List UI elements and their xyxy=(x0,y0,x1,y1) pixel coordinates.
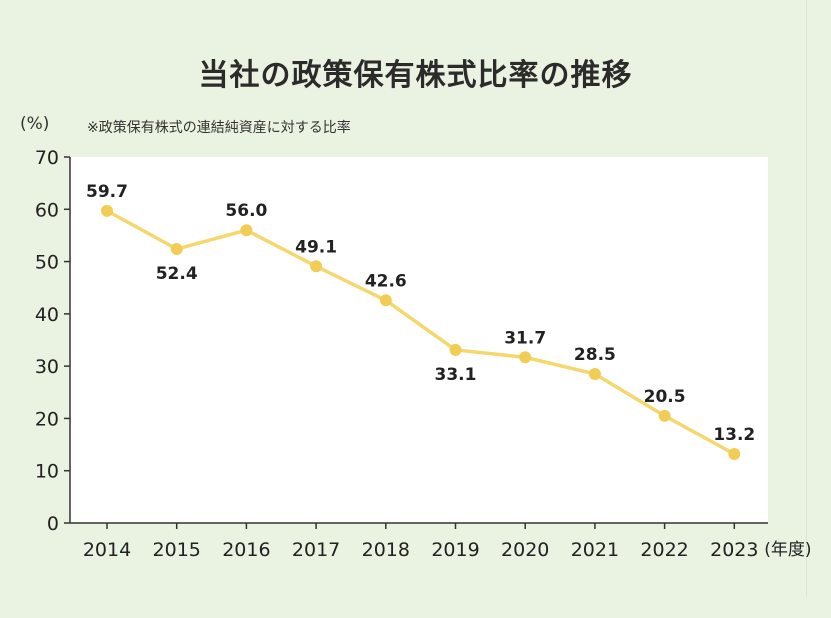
data-label: 49.1 xyxy=(295,237,337,257)
data-point xyxy=(101,204,113,217)
y-tick-label: 60 xyxy=(35,199,59,221)
x-tick-label: 2018 xyxy=(362,539,410,561)
data-point xyxy=(240,224,253,237)
data-point xyxy=(658,409,671,422)
y-tick-label: 0 xyxy=(47,513,59,535)
data-label: 42.6 xyxy=(365,271,407,291)
data-label: 31.7 xyxy=(504,328,546,348)
chart-note: ※政策保有株式の連結純資産に対する比率 xyxy=(87,120,351,136)
data-point xyxy=(449,343,462,356)
x-tick-label: 2023 xyxy=(710,539,758,561)
y-tick-label: 20 xyxy=(35,408,59,430)
x-tick-label: 2019 xyxy=(431,539,479,561)
y-axis-unit: (%) xyxy=(20,114,50,134)
x-tick-label: 2021 xyxy=(571,539,619,561)
y-tick-label: 40 xyxy=(35,304,59,326)
plot-area xyxy=(70,157,768,523)
y-tick-label: 50 xyxy=(35,252,59,274)
y-tick-label: 10 xyxy=(35,461,59,483)
data-label: 33.1 xyxy=(435,365,477,385)
chart-title: 当社の政策保有株式比率の推移 xyxy=(198,58,633,93)
data-point xyxy=(519,351,532,364)
y-tick-label: 70 xyxy=(35,147,59,169)
data-label: 56.0 xyxy=(225,201,267,221)
x-tick-label: 2017 xyxy=(292,539,340,561)
data-point xyxy=(379,294,392,307)
data-point xyxy=(310,260,323,273)
data-label: 20.5 xyxy=(644,387,686,407)
data-point xyxy=(588,367,601,380)
data-label: 52.4 xyxy=(156,264,198,284)
data-label: 28.5 xyxy=(574,345,616,365)
x-tick-label: 2014 xyxy=(83,539,131,561)
data-label: 59.7 xyxy=(86,182,128,202)
y-tick-label: 30 xyxy=(35,356,59,378)
x-tick-label: 2020 xyxy=(501,539,549,561)
series-line xyxy=(106,209,736,456)
data-point xyxy=(170,243,183,256)
x-tick-label: 2016 xyxy=(222,539,270,561)
x-tick-label: 2015 xyxy=(153,539,201,561)
data-label: 13.2 xyxy=(713,425,755,445)
data-point xyxy=(728,447,741,460)
x-tick-label: 2022 xyxy=(640,539,688,561)
x-axis-unit: (年度) xyxy=(764,540,811,560)
